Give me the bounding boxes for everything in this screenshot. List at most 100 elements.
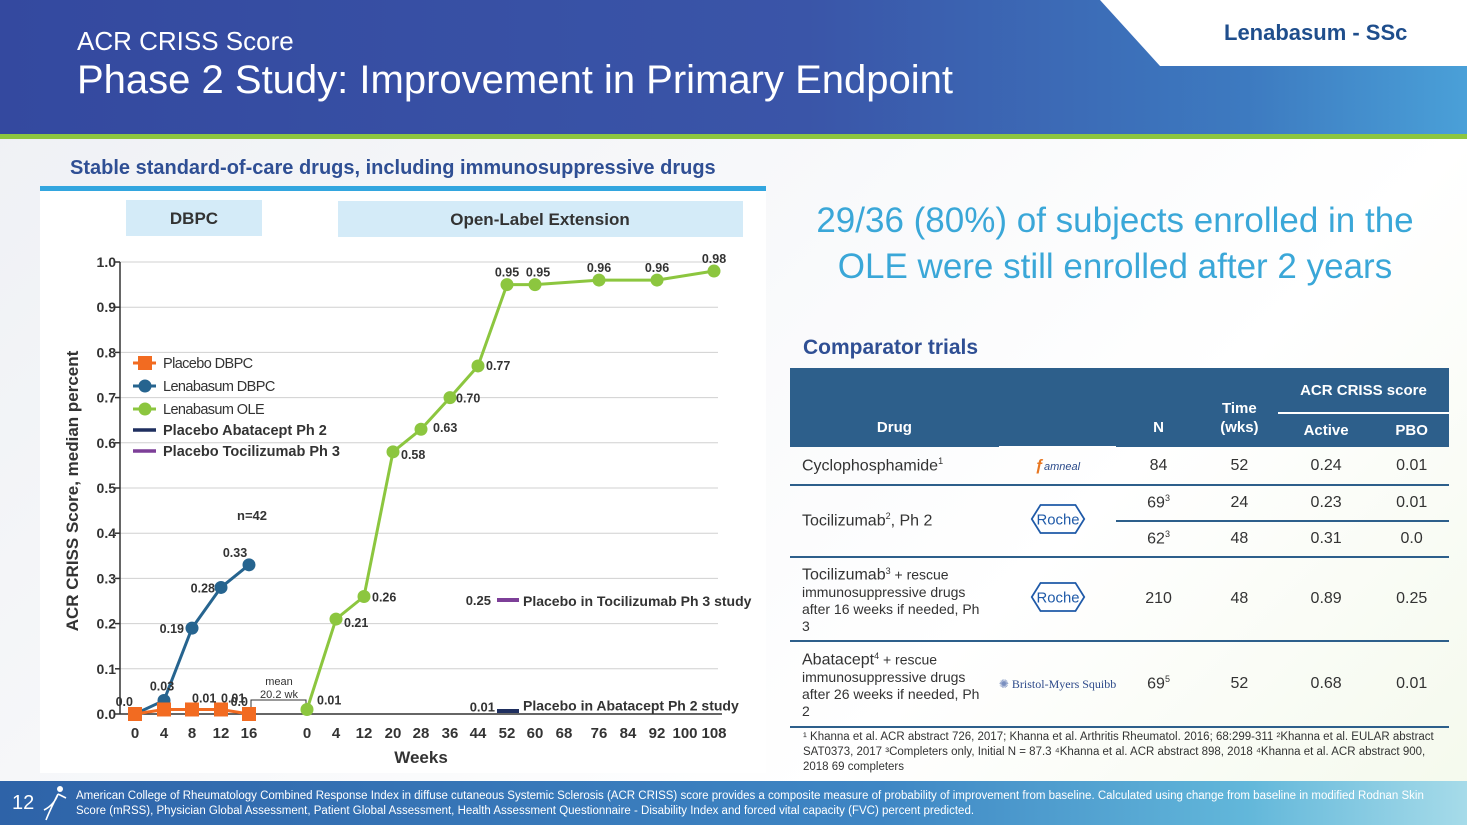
col-header-pbo: PBO xyxy=(1374,413,1449,447)
header-accent-stripe xyxy=(0,134,1467,139)
table-row: Tocilizumab2, Ph 2 Roche 693 24 0.23 0.0… xyxy=(790,485,1449,558)
y-tick-label: 0.6 xyxy=(97,435,117,451)
x-tick-label: 28 xyxy=(413,725,430,742)
slide-title: Phase 2 Study: Improvement in Primary En… xyxy=(77,58,953,102)
abatacept-placebo-value: 0.01 xyxy=(470,699,495,714)
n-annotation: n=42 xyxy=(237,508,267,523)
footer-bar xyxy=(0,781,1467,825)
phase-label-ole: Open-Label Extension xyxy=(450,210,629,229)
col-header-active: Active xyxy=(1277,413,1375,447)
lenabasum-ole-point xyxy=(650,273,664,287)
placebo-dbpc-point xyxy=(242,707,256,721)
table-row: Abatacept4 + rescue immunosuppressive dr… xyxy=(790,641,1449,728)
y-tick-label: 0.7 xyxy=(97,390,117,406)
placebo-dbpc-data-label: 0.0 xyxy=(116,695,133,709)
drug-cell: Tocilizumab3 + rescue immunosuppressive … xyxy=(790,557,999,642)
lenabasum-ole-data-label: 0.58 xyxy=(401,448,425,462)
x-tick-label: 0 xyxy=(131,725,139,742)
time-cell: 24 xyxy=(1200,485,1278,522)
logo-cell: Roche xyxy=(998,557,1117,642)
n-cell: 695 xyxy=(1116,641,1201,728)
footer-definition: American College of Rheumatology Combine… xyxy=(76,790,1424,817)
phase-box-dbpc xyxy=(126,200,262,236)
amneal-mark-icon: ƒ xyxy=(1035,457,1044,474)
drug-name: Tocilizumab xyxy=(802,512,886,530)
lenabasum-dbpc-point xyxy=(214,580,228,594)
svg-text:Roche: Roche xyxy=(1036,590,1079,606)
roche-logo-icon: Roche xyxy=(1030,503,1085,534)
amneal-logo: ƒamneal xyxy=(1035,457,1081,474)
placebo-dbpc-point xyxy=(157,702,171,717)
x-tick-label: 76 xyxy=(591,725,608,742)
logo-cell: ƒamneal xyxy=(998,447,1117,486)
lenabasum-dbpc-point xyxy=(242,558,256,572)
lenabasum-dbpc-data-label: 0.19 xyxy=(160,622,184,636)
x-tick-label: 16 xyxy=(241,725,258,742)
col-header-score: ACR CRISS score xyxy=(1277,368,1449,414)
x-tick-label: 44 xyxy=(470,725,487,742)
lenabasum-ole-point xyxy=(386,445,400,459)
lenabasum-ole-data-label: 0.26 xyxy=(372,590,396,604)
lenabasum-ole-point xyxy=(329,612,343,626)
lenabasum-ole-point xyxy=(471,359,485,373)
y-tick-label: 0.8 xyxy=(97,344,117,360)
lenabasum-ole-data-label: 0.96 xyxy=(645,261,669,275)
x-tick-label: 60 xyxy=(527,725,544,742)
lenabasum-ole-data-label: 0.95 xyxy=(495,266,519,280)
lenabasum-dbpc-data-label: 0.03 xyxy=(150,679,174,693)
logo-cell: ✺ Bristol-Myers Squibb xyxy=(998,641,1117,728)
comparator-title: Comparator trials xyxy=(803,336,979,359)
pbo-cell: 0.01 xyxy=(1374,485,1449,522)
chart-panel xyxy=(40,191,766,773)
x-tick-label: 12 xyxy=(356,725,373,742)
x-tick-label: 108 xyxy=(701,725,726,742)
lenabasum-ole-point xyxy=(414,422,428,436)
slide-subtitle: ACR CRISS Score xyxy=(77,26,294,56)
legend-label: Placebo Tocilizumab Ph 3 xyxy=(163,444,340,460)
lenabasum-ole-data-label: 0.77 xyxy=(486,359,510,373)
lenabasum-ole-data-label: 0.70 xyxy=(456,392,480,406)
chart-caption-bar xyxy=(40,186,766,191)
tocilizumab-placebo-annotation: Placebo in Tocilizumab Ph 3 study xyxy=(523,593,752,609)
mean-label: mean xyxy=(265,676,293,688)
col-header-time: Time (wks) xyxy=(1200,368,1278,447)
lenabasum-ole-data-label: 0.01 xyxy=(317,693,341,707)
lenabasum-dbpc-point xyxy=(185,621,199,635)
lenabasum-ole-data-label: 0.98 xyxy=(702,252,726,266)
bms-star-icon: ✺ xyxy=(998,677,1009,691)
col-header-drug: Drug xyxy=(790,368,999,447)
x-tick-label: 4 xyxy=(160,725,169,742)
logo-cell: Roche xyxy=(998,485,1117,558)
n-cell: 210 xyxy=(1116,557,1201,642)
drug-name: Cyclophosphamide xyxy=(802,457,939,475)
table-row: 623 48 0.31 0.0 xyxy=(790,521,1449,558)
active-cell: 0.31 xyxy=(1277,521,1375,558)
tocilizumab-placebo-value: 0.25 xyxy=(466,593,491,608)
active-cell: 0.89 xyxy=(1277,557,1375,642)
active-cell: 0.24 xyxy=(1277,447,1375,486)
table-header-row-1: Drug N Time (wks) ACR CRISS score xyxy=(790,368,1449,448)
lenabasum-ole-line xyxy=(305,269,715,710)
brand-tab xyxy=(1100,0,1467,66)
x-tick-label: 52 xyxy=(499,725,516,742)
drug-cell: Abatacept4 + rescue immunosuppressive dr… xyxy=(790,641,999,728)
roche-logo-icon: Roche xyxy=(1030,581,1085,612)
placebo-dbpc-point xyxy=(128,707,142,721)
y-tick-label: 0.1 xyxy=(97,661,117,677)
table-row: Cyclophosphamide1 ƒamneal 84 52 0.24 0.0… xyxy=(790,447,1449,486)
y-tick-label: 0.4 xyxy=(97,525,117,541)
lenabasum-ole-data-label: 0.21 xyxy=(344,616,368,630)
drug-name: Tocilizumab xyxy=(802,566,886,584)
acr-criss-chart: DBPC Open-Label Extension 0.0 0.1 0.2 0.3 0.4 0… xyxy=(63,200,752,767)
col-header-n: N xyxy=(1116,368,1201,447)
x-tick-label: 68 xyxy=(556,725,573,742)
phase-label-dbpc: DBPC xyxy=(170,209,218,228)
phase-box-ole xyxy=(338,201,743,237)
table-header-row-2: Active PBO xyxy=(790,413,1449,447)
legend-marker xyxy=(138,356,152,370)
lenabasum-ole-point xyxy=(592,273,606,287)
placebo-dbpc-data-label: 0.01 xyxy=(192,691,216,705)
x-tick-label: 12 xyxy=(213,725,230,742)
table-footnotes: ¹ Khanna et al. ACR abstract 726, 2017; … xyxy=(803,731,1434,773)
pbo-cell: 0.01 xyxy=(1374,641,1449,728)
